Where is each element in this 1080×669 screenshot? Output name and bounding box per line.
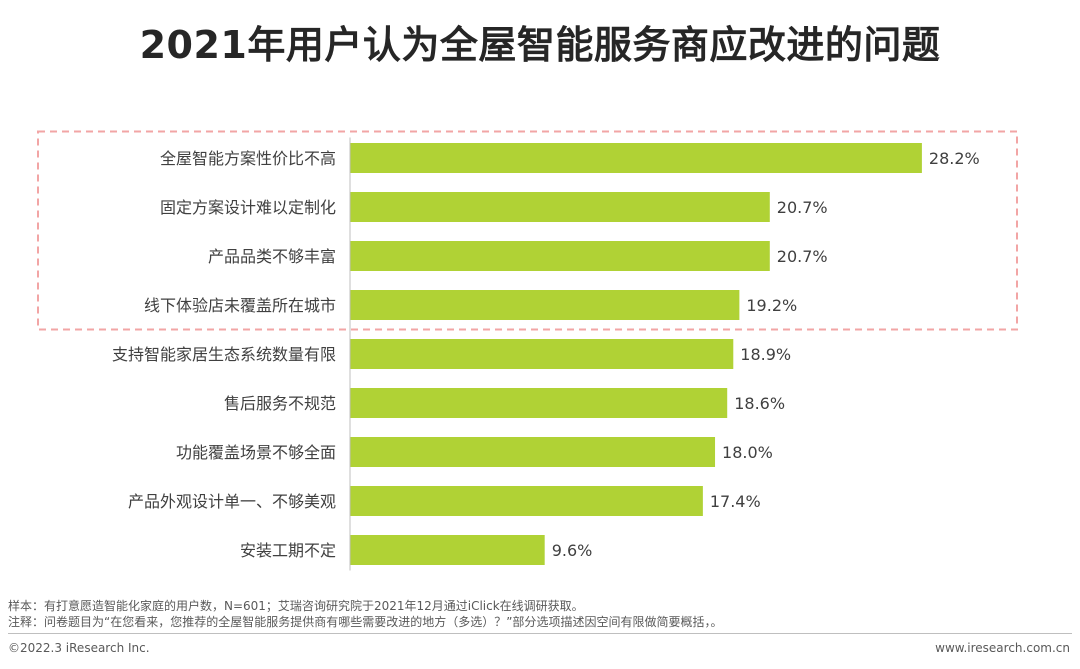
sample-note: 样本：有打意愿造智能化家庭的用户数，N=601；艾瑞咨询研究院于2021年12月… <box>8 599 584 613</box>
category-label: 线下体验店未覆盖所在城市 <box>144 296 336 315</box>
category-label: 售后服务不规范 <box>224 394 336 413</box>
value-label: 17.4% <box>710 492 761 511</box>
category-label: 产品外观设计单一、不够美观 <box>128 492 336 511</box>
bar <box>350 437 716 467</box>
website-text: www.iresearch.com.cn <box>935 641 1070 655</box>
category-label: 产品品类不够丰富 <box>208 247 336 266</box>
category-label: 固定方案设计难以定制化 <box>160 198 336 217</box>
value-label: 20.7% <box>777 198 828 217</box>
bar <box>350 143 922 173</box>
category-label: 支持智能家居生态系统数量有限 <box>112 345 336 364</box>
value-label: 9.6% <box>552 541 593 560</box>
bar <box>350 339 734 369</box>
category-label: 全屋智能方案性价比不高 <box>160 149 336 168</box>
value-label: 18.0% <box>722 443 773 462</box>
chart-title: 2021年用户认为全屋智能服务商应改进的问题 <box>139 23 941 67</box>
value-label: 28.2% <box>929 149 980 168</box>
bar <box>350 241 770 271</box>
value-label: 18.6% <box>734 394 785 413</box>
bar <box>350 535 545 565</box>
copyright-text: ©2022.3 iResearch Inc. <box>8 641 150 655</box>
bar <box>350 388 728 418</box>
value-label: 19.2% <box>746 296 797 315</box>
category-label: 安装工期不定 <box>240 541 336 560</box>
value-label: 20.7% <box>777 247 828 266</box>
bar <box>350 486 703 516</box>
remark-note: 注释：问卷题目为“在您看来，您推荐的全屋智能服务提供商有哪些需要改进的地方（多选… <box>8 615 723 629</box>
bar <box>350 192 770 222</box>
bar <box>350 290 740 320</box>
value-label: 18.9% <box>740 345 791 364</box>
footer-divider <box>8 633 1072 634</box>
category-label: 功能覆盖场景不够全面 <box>176 443 336 462</box>
